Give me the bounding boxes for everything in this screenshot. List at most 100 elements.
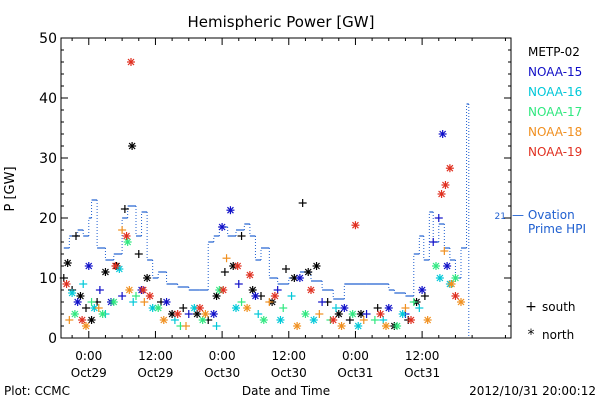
data-point-north [423, 316, 432, 324]
marker-stroke [88, 316, 95, 324]
data-point-south [72, 232, 80, 240]
data-point-north [73, 298, 82, 306]
data-point-north [78, 316, 87, 324]
marker-stroke [382, 322, 390, 330]
data-point-south [129, 298, 138, 306]
data-point-north [68, 289, 77, 297]
data-point-north [98, 310, 107, 318]
data-point-north [437, 190, 446, 198]
x-tick-label-time: 12:00 [138, 349, 173, 363]
data-point-north [441, 181, 450, 189]
data-point-south [420, 292, 429, 300]
marker-stroke [127, 58, 135, 66]
legend-entry: NOAA-18 [528, 125, 582, 139]
data-point-north [63, 259, 72, 267]
data-point-south [182, 322, 190, 330]
marker-stroke [74, 298, 82, 306]
data-point-south [118, 292, 127, 300]
marker-stroke [190, 304, 198, 312]
marker-stroke [77, 292, 84, 300]
legend-entry: NOAA-19 [528, 145, 582, 159]
marker-stroke [68, 289, 76, 297]
data-point-north [111, 262, 120, 270]
x-axis-label: Date and Time [242, 384, 330, 398]
data-point-north [198, 316, 207, 324]
marker-stroke [154, 304, 162, 312]
data-point-north [307, 286, 315, 294]
marker-stroke [143, 274, 151, 282]
data-point-north [245, 271, 254, 279]
marker-stroke [293, 322, 301, 330]
marker-stroke [149, 304, 157, 312]
axes-layer: 0 10 20 30 40 50 0:00 Oct29 12:00 Oct29 0:00 Oct30 1… [39, 31, 511, 380]
marker-stroke [227, 206, 234, 214]
data-point-north [226, 206, 235, 215]
y-tick-label: 40 [39, 91, 57, 107]
marker-stroke [418, 286, 426, 294]
data-point-north [398, 310, 407, 318]
marker-stroke [432, 262, 440, 270]
data-point-north [295, 274, 304, 282]
data-point-north [445, 164, 454, 173]
data-point-south [79, 280, 88, 288]
data-point-north [143, 274, 152, 282]
marker-stroke [335, 310, 343, 318]
marker-stroke [446, 164, 454, 172]
data-point-north [70, 310, 79, 318]
x-tick-label-date: Oct31 [404, 366, 440, 380]
data-point-south [415, 304, 424, 312]
marker-stroke [196, 304, 204, 312]
data-point-north [351, 221, 360, 230]
data-point-north [125, 286, 134, 294]
marker-legend-label: north [542, 328, 574, 342]
legend-entry: NOAA-17 [528, 105, 582, 119]
data-point-north [447, 280, 456, 288]
y-tick-label: 20 [39, 211, 57, 227]
y-tick-label: 10 [39, 271, 57, 287]
data-point-north [145, 292, 154, 300]
marker-stroke [71, 310, 79, 318]
data-point-south [87, 298, 96, 306]
data-point-south [65, 316, 74, 324]
data-point-south [222, 254, 231, 263]
data-point-north [173, 310, 182, 318]
data-point-south [298, 199, 307, 207]
marker-stroke [260, 316, 268, 324]
marker-legend-symbol: + [525, 299, 537, 315]
data-point-south [95, 286, 104, 294]
data-point-south [362, 310, 371, 318]
marker-stroke [115, 265, 123, 273]
marker-stroke [313, 262, 320, 270]
marker-stroke [377, 310, 384, 318]
data-point-north [270, 292, 279, 300]
data-point-south [359, 316, 368, 324]
legend-layer: METP-02 NOAA-15 NOAA-16 NOAA-17 NOAA-18 NOAA-… [495, 45, 586, 343]
data-point-north [84, 262, 93, 270]
marker-stroke [139, 286, 147, 294]
ovation-hpi-layer [63, 103, 470, 338]
data-point-north [109, 298, 118, 306]
data-point-north [193, 310, 202, 318]
marker-stroke [146, 292, 154, 300]
marker-stroke [307, 286, 315, 294]
data-point-south [212, 322, 221, 330]
marker-stroke [399, 310, 407, 318]
marker-stroke [243, 304, 251, 312]
data-point-north [159, 316, 168, 324]
marker-stroke [90, 304, 98, 312]
marker-stroke [302, 310, 309, 318]
data-point-south [140, 298, 149, 306]
data-point-north [148, 304, 157, 312]
data-point-north [218, 223, 227, 231]
data-point-north [219, 286, 228, 294]
data-point-south [315, 310, 324, 318]
marker-stroke [99, 310, 107, 318]
marker-stroke [218, 223, 226, 231]
marker-stroke [340, 304, 348, 312]
marker-stroke [252, 292, 259, 300]
data-point-north [301, 310, 310, 318]
marker-stroke [424, 316, 432, 324]
ovation-legend-line: Prime HPI [528, 222, 586, 236]
marker-stroke [123, 232, 130, 240]
